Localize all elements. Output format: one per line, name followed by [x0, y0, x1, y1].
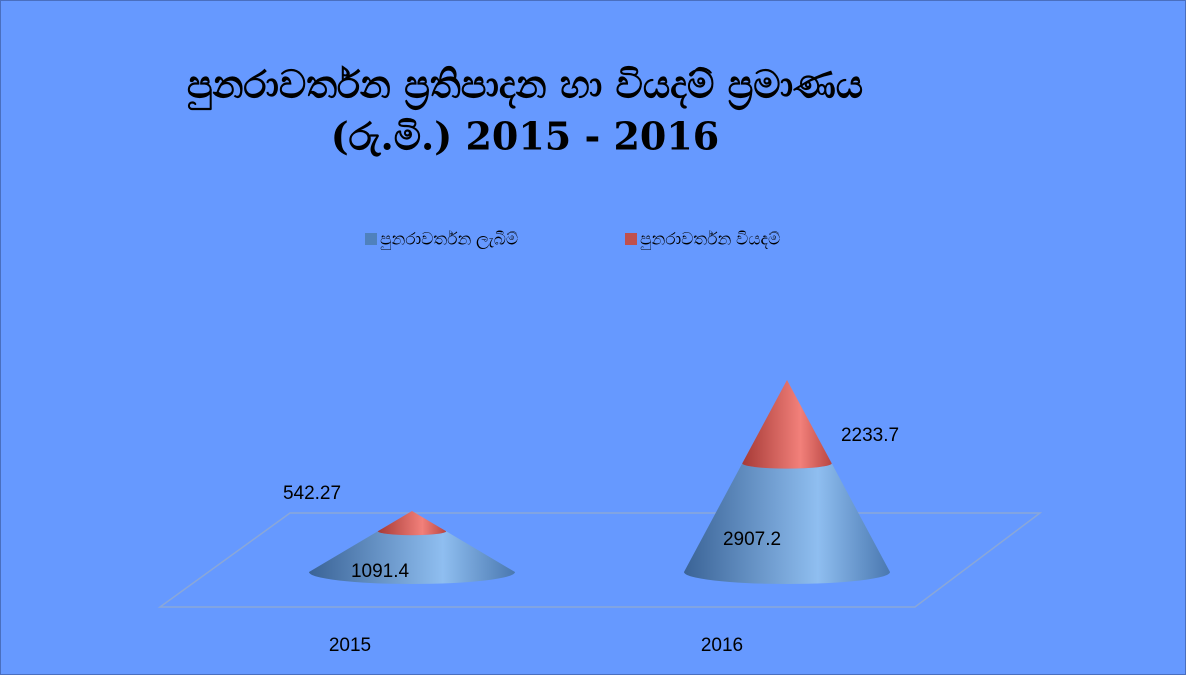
floor [157, 512, 1043, 608]
x-tick-label: 2016 [701, 635, 743, 656]
legend-swatch [625, 233, 637, 245]
legend-swatch [365, 233, 377, 245]
x-tick-label: 2015 [329, 635, 371, 656]
cone-segment [742, 380, 832, 469]
data-label: 542.27 [283, 483, 341, 504]
legend-label: පුනරාවර්තන වියදම් [640, 229, 780, 249]
data-label: 2233.7 [841, 425, 899, 446]
data-label: 1091.4 [351, 561, 410, 582]
chart-title: පුනරාවර්තන ප්‍රතිපාදන හා වියදම් ප්‍රමාණය [187, 62, 863, 111]
data-label: 2907.2 [723, 529, 781, 550]
cone-segment [684, 463, 890, 584]
cone-segment [377, 510, 447, 536]
cone-segment [309, 531, 515, 584]
legend-label: පුනරාවර්තන ලැබීම් [380, 229, 518, 249]
chart-subtitle: (රු.මි.) 2015 - 2016 [331, 114, 720, 159]
